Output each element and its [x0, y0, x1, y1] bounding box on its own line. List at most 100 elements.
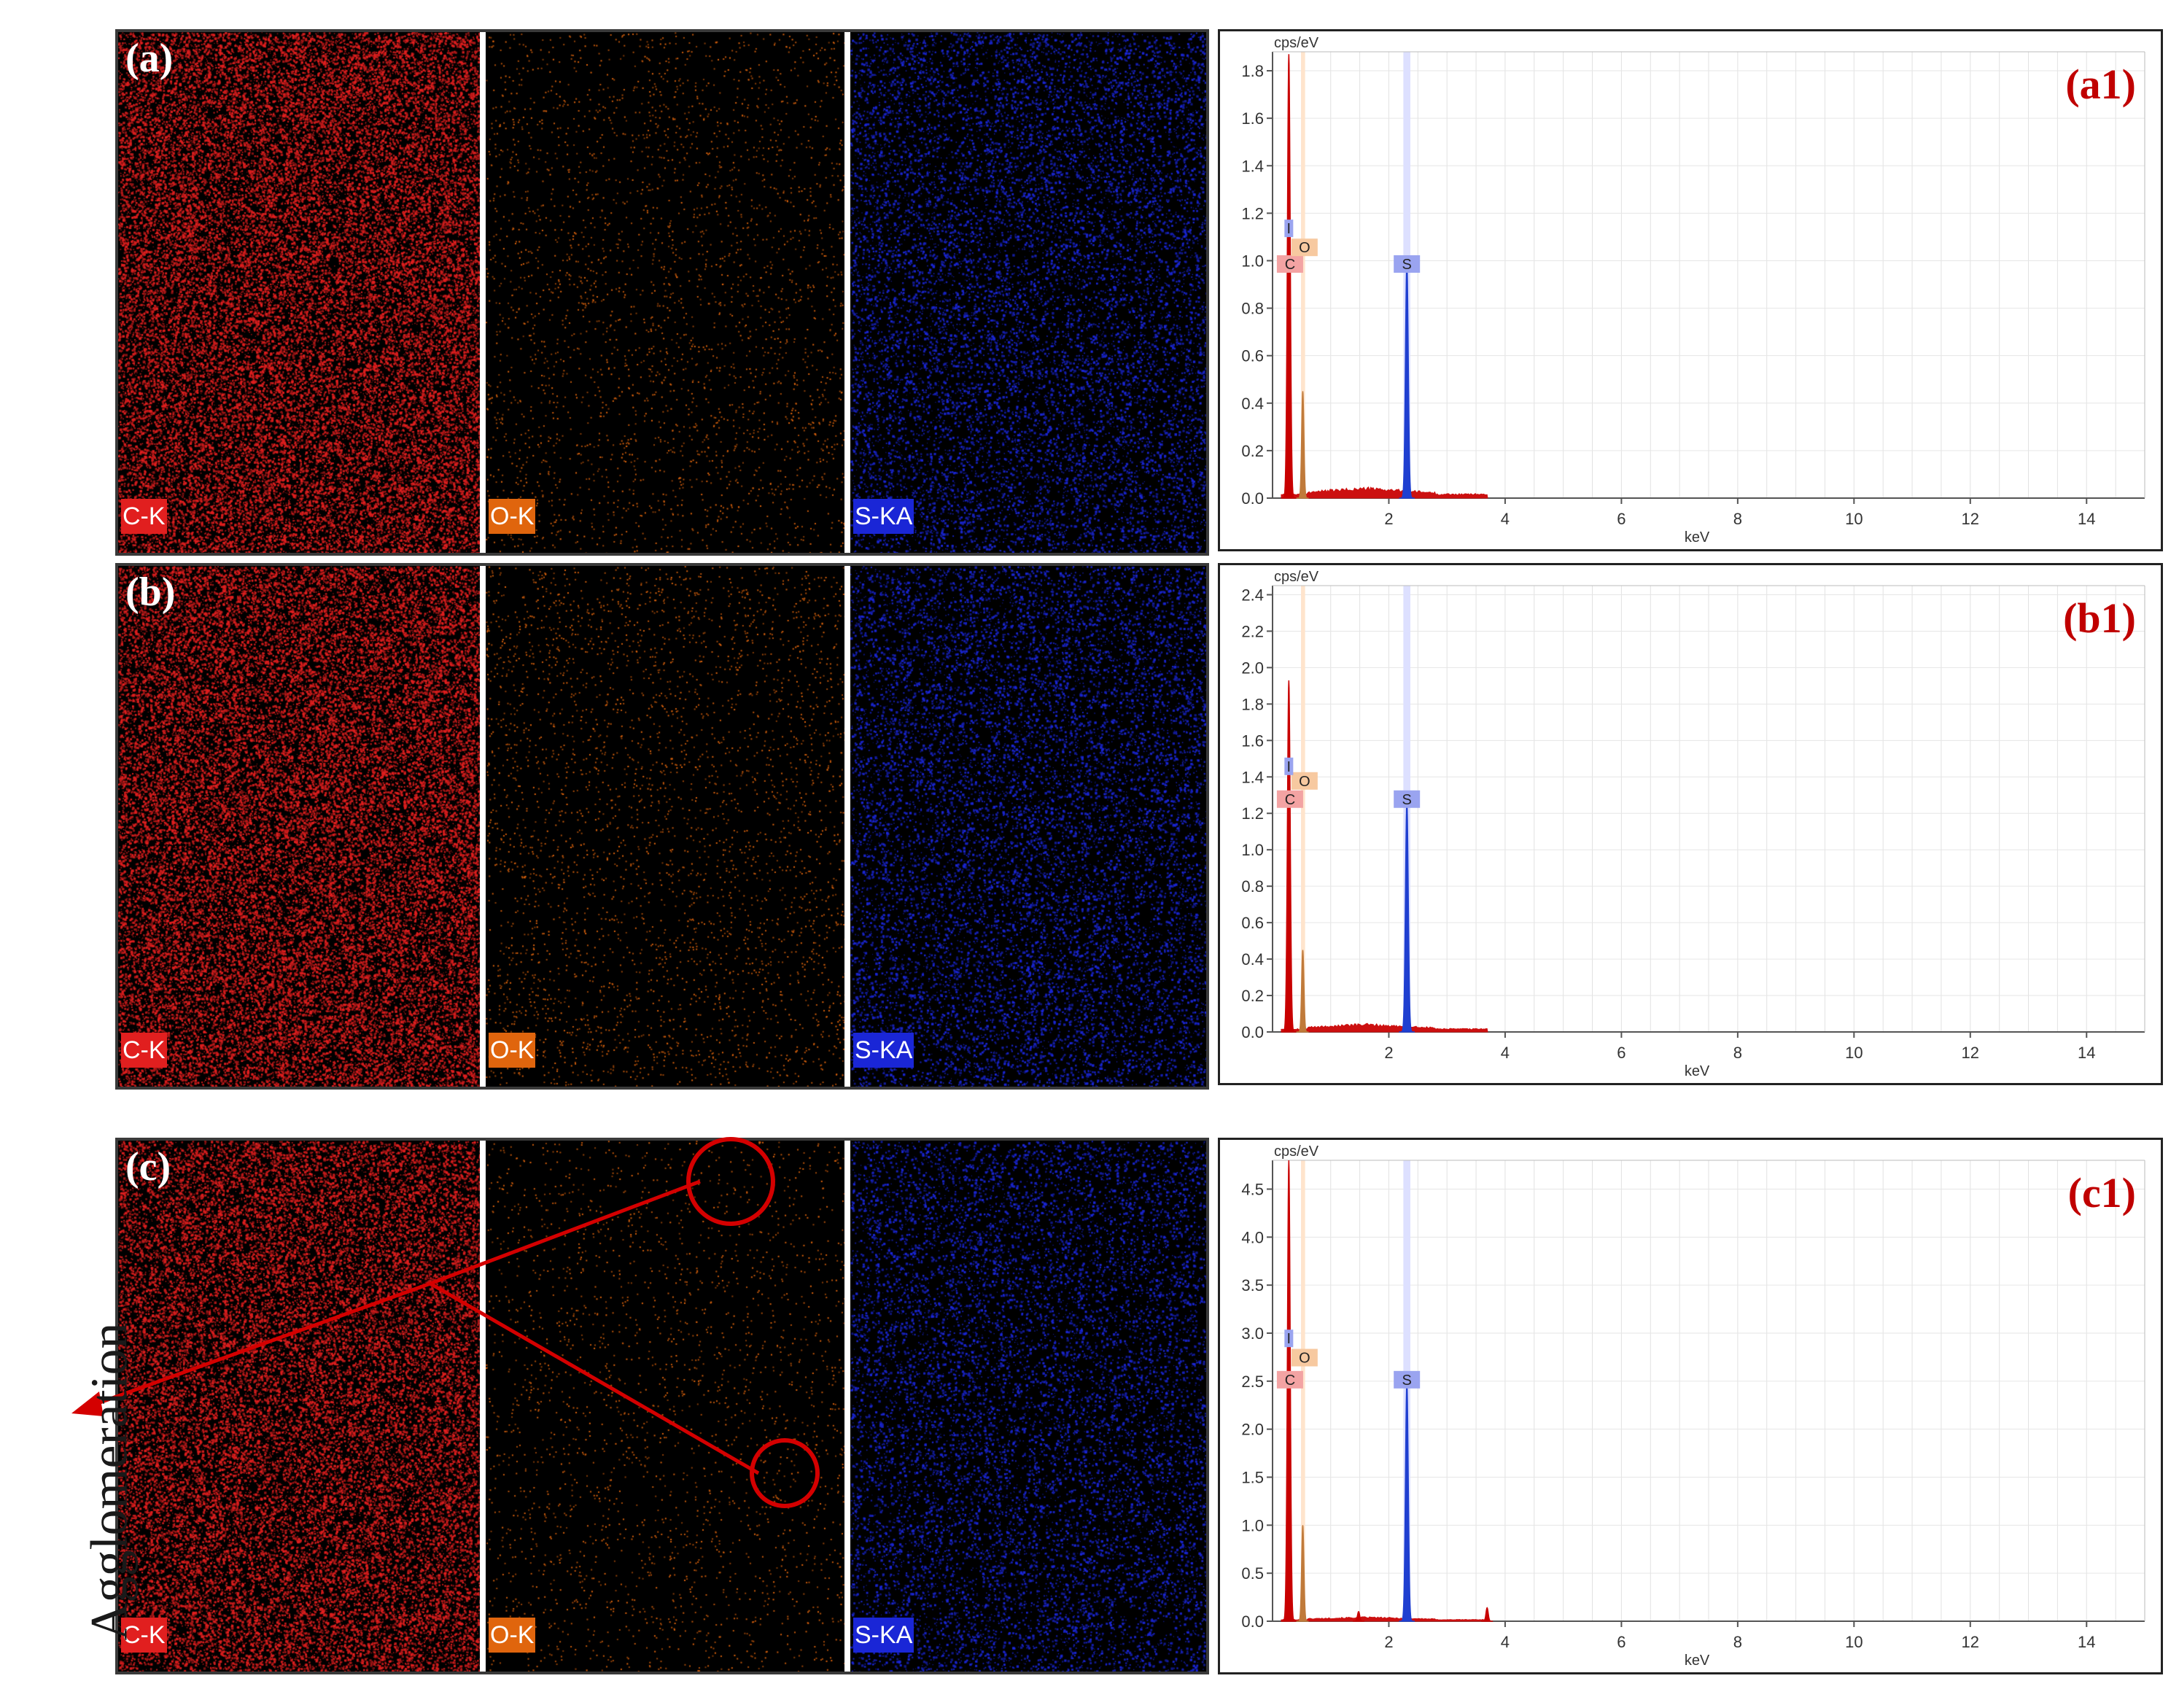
y-tick-label: 1.2 — [1241, 804, 1264, 823]
y-axis-label: cps/eV — [1274, 569, 1319, 585]
peak-label-box — [1284, 220, 1294, 238]
element-label-s-ka: S-KA — [853, 499, 914, 534]
element-map-o-k — [486, 1141, 844, 1672]
x-tick-label: 4 — [1501, 1044, 1510, 1062]
y-tick-label: 1.6 — [1241, 731, 1264, 750]
x-tick-label: 6 — [1617, 510, 1625, 528]
element-map-o-k — [486, 566, 844, 1087]
continuum — [1281, 486, 1488, 499]
spectrum-c1: 0.0 0.5 1.0 1.5 2.0 2.5 3.0 3.5 4.0 4.5 2 4 6 8 10 12 14… — [1218, 1138, 2163, 1674]
map-row-a: (a) C-K O-K S-KA — [115, 29, 1209, 556]
peak-label-box — [1276, 255, 1303, 273]
x-tick-label: 6 — [1617, 1044, 1625, 1062]
y-tick-label: 0.6 — [1241, 914, 1264, 932]
x-tick-label: 2 — [1384, 1633, 1393, 1651]
pointer-line — [430, 1179, 701, 1286]
x-tick-label: 14 — [2078, 1044, 2095, 1062]
peak-c — [1281, 1160, 1297, 1622]
peak-label: S — [1402, 1373, 1412, 1389]
x-tick-label: 4 — [1501, 510, 1510, 528]
oxygen-band — [1301, 586, 1305, 1032]
peak-label: C — [1285, 792, 1295, 808]
map-divider — [844, 1141, 850, 1672]
y-tick-label: 1.8 — [1241, 62, 1264, 80]
map-divider — [480, 566, 486, 1087]
peak-label-box — [1276, 1370, 1303, 1389]
panel-label: (b1) — [2063, 594, 2136, 642]
peak-label-box — [1394, 255, 1421, 273]
x-tick-label: 12 — [1962, 1633, 1979, 1651]
element-label-o-k: O-K — [489, 1618, 536, 1653]
element-label-s-ka: S-KA — [853, 1618, 914, 1653]
peak-label-box — [1291, 772, 1318, 790]
peak-label: S — [1402, 792, 1412, 808]
peak-o — [1297, 1525, 1309, 1622]
y-tick-label: 0.4 — [1241, 395, 1264, 413]
oxygen-band — [1301, 52, 1305, 498]
y-tick-label: 1.0 — [1241, 841, 1264, 859]
y-tick-label: 1.6 — [1241, 109, 1264, 128]
y-axis-label: cps/eV — [1274, 35, 1319, 51]
peak-label-box — [1276, 790, 1303, 808]
map-divider — [480, 1141, 486, 1672]
x-tick-label: 12 — [1962, 1044, 1979, 1062]
panel-label-a: (a) — [125, 36, 174, 81]
y-tick-label: 4.0 — [1241, 1228, 1264, 1246]
peak-label: C — [1285, 257, 1295, 273]
x-axis-label: keV — [1685, 1063, 1710, 1079]
y-tick-label: 1.8 — [1241, 695, 1264, 713]
x-tick-label: 2 — [1384, 510, 1393, 528]
panel-label-b: (b) — [125, 570, 176, 615]
map-divider — [844, 566, 850, 1087]
peak-label: I — [1287, 221, 1292, 237]
peak-label-box — [1394, 1370, 1421, 1389]
peak-c — [1281, 680, 1297, 1033]
y-tick-label: 0.8 — [1241, 877, 1264, 896]
peak-label-box — [1394, 790, 1421, 808]
peak-label-box — [1291, 238, 1318, 257]
x-tick-label: 10 — [1845, 1633, 1863, 1651]
element-label-o-k: O-K — [489, 499, 536, 534]
panel-label: (c1) — [2068, 1169, 2136, 1216]
y-tick-label: 0.8 — [1241, 300, 1264, 318]
x-tick-label: 8 — [1733, 510, 1742, 528]
peak-label: O — [1299, 1351, 1310, 1367]
peak-minor — [1481, 1607, 1494, 1622]
peak-o — [1297, 950, 1309, 1033]
map-row-b: (b) C-K O-K S-KA — [115, 563, 1209, 1090]
x-axis-label: keV — [1685, 1653, 1710, 1669]
agglomeration-label: Agglomeration — [79, 1322, 139, 1641]
spectrum-plot: 0.0 0.2 0.4 0.6 0.8 1.0 1.2 1.4 1.6 1.8 2.0 2.2 2.4 2… — [1241, 569, 2145, 1079]
arrow-head — [71, 1391, 104, 1416]
peak-o — [1297, 391, 1309, 499]
continuum — [1281, 1616, 1488, 1622]
x-tick-label: 2 — [1384, 1044, 1393, 1062]
element-map-o-k — [486, 32, 844, 553]
oxygen-band — [1301, 1160, 1305, 1621]
y-tick-label: 0.2 — [1241, 987, 1264, 1005]
y-tick-label: 0.2 — [1241, 442, 1264, 460]
map-divider — [480, 32, 486, 553]
element-label-s-ka: S-KA — [853, 1033, 914, 1068]
pointer-line — [429, 1281, 760, 1475]
agglomeration-circle — [750, 1438, 820, 1508]
x-axis-label: keV — [1685, 529, 1710, 546]
element-map-s-ka — [850, 1141, 1206, 1672]
x-tick-label: 12 — [1962, 510, 1979, 528]
y-tick-label: 2.0 — [1241, 659, 1264, 677]
element-map-s-ka — [850, 32, 1206, 553]
y-axis-label: cps/eV — [1274, 1144, 1319, 1160]
element-map-s-ka — [850, 566, 1206, 1087]
spectrum-b1: 0.0 0.2 0.4 0.6 0.8 1.0 1.2 1.4 1.6 1.8 2.0 2.2 2.4 2… — [1218, 563, 2163, 1085]
peak-label: O — [1299, 240, 1310, 256]
x-tick-label: 10 — [1845, 510, 1863, 528]
element-map-c-k — [118, 32, 480, 553]
y-tick-label: 3.0 — [1241, 1324, 1264, 1343]
y-tick-label: 2.2 — [1241, 622, 1264, 640]
element-label-c-k: C-K — [121, 1618, 167, 1653]
continuum — [1281, 1022, 1488, 1033]
x-tick-label: 14 — [2078, 510, 2095, 528]
y-tick-label: 2.5 — [1241, 1373, 1264, 1391]
x-tick-label: 8 — [1733, 1044, 1742, 1062]
element-label-c-k: C-K — [121, 1033, 167, 1068]
